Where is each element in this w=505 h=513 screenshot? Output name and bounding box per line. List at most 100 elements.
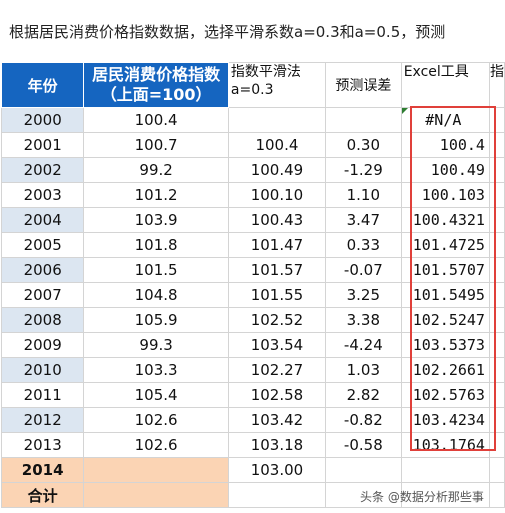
- cpi-cell[interactable]: 102.6: [83, 432, 229, 458]
- header-year[interactable]: 年份: [0, 62, 85, 108]
- blank-cell[interactable]: [400, 457, 490, 483]
- blank-cell[interactable]: [488, 332, 505, 358]
- error-cell[interactable]: 0.30: [324, 132, 402, 158]
- smoothing-cell[interactable]: 101.47: [227, 232, 326, 258]
- forecast-cpi-cell[interactable]: [83, 457, 229, 483]
- error-cell[interactable]: -4.24: [324, 332, 402, 358]
- year-cell[interactable]: 2001: [0, 132, 85, 158]
- excel-tool-cell[interactable]: 101.5707: [400, 257, 490, 283]
- excel-tool-cell[interactable]: #N/A: [400, 107, 490, 133]
- blank-cell[interactable]: [488, 257, 505, 283]
- year-cell[interactable]: 2006: [0, 257, 85, 283]
- excel-tool-cell[interactable]: 103.5373: [400, 332, 490, 358]
- smoothing-cell[interactable]: 100.43: [227, 207, 326, 233]
- blank-cell[interactable]: [400, 482, 490, 508]
- blank-cell[interactable]: [488, 382, 505, 408]
- excel-tool-cell[interactable]: 100.103: [400, 182, 490, 208]
- error-cell[interactable]: [324, 107, 402, 133]
- year-cell[interactable]: 2005: [0, 232, 85, 258]
- error-cell[interactable]: 0.33: [324, 232, 402, 258]
- year-cell[interactable]: 2007: [0, 282, 85, 308]
- blank-cell[interactable]: [488, 207, 505, 233]
- blank-cell[interactable]: [488, 107, 505, 133]
- smoothing-cell[interactable]: 103.54: [227, 332, 326, 358]
- cpi-cell[interactable]: 99.2: [83, 157, 229, 183]
- excel-tool-cell[interactable]: 103.4234: [400, 407, 490, 433]
- smoothing-cell[interactable]: 101.55: [227, 282, 326, 308]
- smoothing-cell[interactable]: 100.10: [227, 182, 326, 208]
- cpi-cell[interactable]: 100.4: [83, 107, 229, 133]
- cpi-cell[interactable]: 101.8: [83, 232, 229, 258]
- blank-cell[interactable]: [227, 482, 326, 508]
- smoothing-cell[interactable]: 100.49: [227, 157, 326, 183]
- total-value-cell[interactable]: [83, 482, 229, 508]
- year-cell[interactable]: 2000: [0, 107, 85, 133]
- cpi-cell[interactable]: 104.8: [83, 282, 229, 308]
- header-cut-off[interactable]: 指: [488, 62, 505, 108]
- spreadsheet-grid[interactable]: 年份 居民消费价格指数（上面=100） 指数平滑法a=0.3 预测误差 Exce…: [0, 62, 505, 508]
- blank-cell[interactable]: [488, 407, 505, 433]
- blank-cell[interactable]: [324, 482, 402, 508]
- cpi-cell[interactable]: 99.3: [83, 332, 229, 358]
- excel-tool-cell[interactable]: 102.2661: [400, 357, 490, 383]
- header-excel-tool[interactable]: Excel工具: [400, 62, 490, 108]
- forecast-year-cell[interactable]: 2014: [0, 457, 85, 483]
- year-cell[interactable]: 2010: [0, 357, 85, 383]
- excel-tool-cell[interactable]: 102.5763: [400, 382, 490, 408]
- year-cell[interactable]: 2004: [0, 207, 85, 233]
- total-label-cell[interactable]: 合计: [0, 482, 85, 508]
- excel-tool-cell[interactable]: 100.49: [400, 157, 490, 183]
- smoothing-cell[interactable]: 100.4: [227, 132, 326, 158]
- blank-cell[interactable]: [324, 457, 402, 483]
- error-cell[interactable]: 3.47: [324, 207, 402, 233]
- blank-cell[interactable]: [488, 182, 505, 208]
- blank-cell[interactable]: [488, 282, 505, 308]
- cpi-cell[interactable]: 101.2: [83, 182, 229, 208]
- year-cell[interactable]: 2009: [0, 332, 85, 358]
- smoothing-cell[interactable]: 103.42: [227, 407, 326, 433]
- cpi-cell[interactable]: 100.7: [83, 132, 229, 158]
- header-cpi[interactable]: 居民消费价格指数（上面=100）: [83, 62, 229, 108]
- year-cell[interactable]: 2008: [0, 307, 85, 333]
- blank-cell[interactable]: [488, 307, 505, 333]
- header-error[interactable]: 预测误差: [324, 62, 402, 108]
- cpi-cell[interactable]: 105.9: [83, 307, 229, 333]
- excel-tool-cell[interactable]: 100.4321: [400, 207, 490, 233]
- cpi-cell[interactable]: 102.6: [83, 407, 229, 433]
- smoothing-cell[interactable]: [227, 107, 326, 133]
- blank-cell[interactable]: [488, 457, 505, 483]
- error-cell[interactable]: 1.03: [324, 357, 402, 383]
- cpi-cell[interactable]: 101.5: [83, 257, 229, 283]
- excel-tool-cell[interactable]: 101.4725: [400, 232, 490, 258]
- smoothing-cell[interactable]: 101.57: [227, 257, 326, 283]
- header-smoothing[interactable]: 指数平滑法a=0.3: [227, 62, 326, 108]
- excel-tool-cell[interactable]: 100.4: [400, 132, 490, 158]
- blank-cell[interactable]: [488, 232, 505, 258]
- cpi-cell[interactable]: 105.4: [83, 382, 229, 408]
- smoothing-cell[interactable]: 102.27: [227, 357, 326, 383]
- smoothing-cell[interactable]: 102.52: [227, 307, 326, 333]
- error-cell[interactable]: 3.25: [324, 282, 402, 308]
- smoothing-cell[interactable]: 102.58: [227, 382, 326, 408]
- error-cell[interactable]: -0.82: [324, 407, 402, 433]
- excel-tool-cell[interactable]: 102.5247: [400, 307, 490, 333]
- year-cell[interactable]: 2011: [0, 382, 85, 408]
- error-cell[interactable]: 3.38: [324, 307, 402, 333]
- error-cell[interactable]: -1.29: [324, 157, 402, 183]
- forecast-smoothing-cell[interactable]: 103.00: [227, 457, 326, 483]
- year-cell[interactable]: 2003: [0, 182, 85, 208]
- excel-tool-cell[interactable]: 103.1764: [400, 432, 490, 458]
- blank-cell[interactable]: [488, 157, 505, 183]
- excel-tool-cell[interactable]: 101.5495: [400, 282, 490, 308]
- year-cell[interactable]: 2012: [0, 407, 85, 433]
- blank-cell[interactable]: [488, 482, 505, 508]
- error-cell[interactable]: 2.82: [324, 382, 402, 408]
- cpi-cell[interactable]: 103.9: [83, 207, 229, 233]
- error-cell[interactable]: -0.07: [324, 257, 402, 283]
- blank-cell[interactable]: [488, 432, 505, 458]
- cpi-cell[interactable]: 103.3: [83, 357, 229, 383]
- blank-cell[interactable]: [488, 132, 505, 158]
- year-cell[interactable]: 2002: [0, 157, 85, 183]
- error-cell[interactable]: 1.10: [324, 182, 402, 208]
- year-cell[interactable]: 2013: [0, 432, 85, 458]
